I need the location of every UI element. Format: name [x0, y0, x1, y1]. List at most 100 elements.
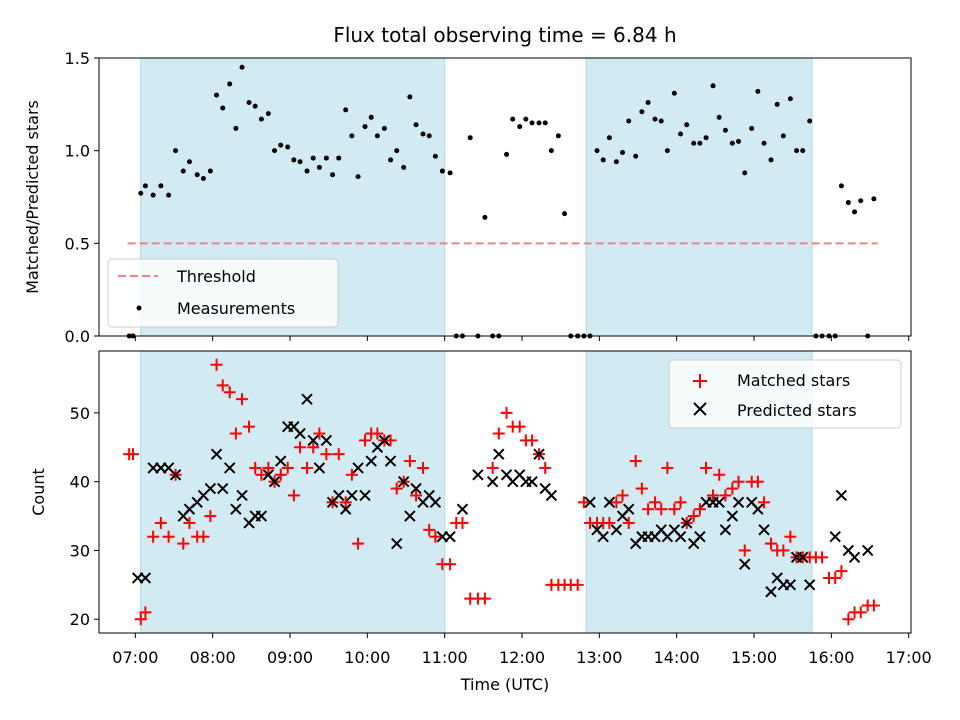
measurement-point [639, 109, 645, 115]
measurement-point [166, 192, 172, 198]
top-panel: 0.0 0.5 1.0 1.5 Flux total observing time =… [23, 23, 912, 346]
predicted-star-point [694, 531, 706, 543]
predicted-star-point [346, 489, 358, 502]
matched-star-point [134, 613, 147, 626]
predicted-star-point [623, 503, 635, 515]
measurement-point [722, 127, 728, 133]
x-tick-label: 14:00 [654, 648, 700, 667]
matched-star-point [384, 434, 397, 447]
predicted-star-point [301, 393, 313, 405]
measurement-point [600, 157, 606, 163]
matched-star-point [223, 386, 236, 399]
matched-star-point [243, 420, 256, 433]
measurement-point [368, 114, 374, 120]
top-y-tick-label: 1.5 [65, 49, 90, 68]
predicted-star-point [526, 475, 538, 488]
bottom-panel-frame [98, 350, 912, 634]
matched-star-point [668, 503, 681, 516]
predicted-star-point [333, 489, 345, 502]
measurement-point [316, 164, 322, 170]
matched-star-point [854, 606, 867, 619]
predicted-star-point [493, 448, 505, 460]
predicted-star-point [719, 524, 732, 536]
predicted-star-point [236, 489, 248, 502]
predicted-star-point [803, 579, 816, 591]
predicted-star-point [223, 462, 236, 474]
measurement-point [749, 125, 755, 131]
x-tick-label: 17:00 [886, 648, 932, 667]
top-y-tick-label: 1.0 [65, 142, 90, 161]
measurement-point [684, 122, 690, 128]
matched-star-point [339, 496, 352, 509]
bottom-panel-y-axis-label: Count [29, 468, 48, 516]
top-panel-legend: Threshold Measurements [107, 258, 339, 328]
matched-star-point [403, 455, 416, 468]
predicted-star-point [713, 496, 725, 509]
measurement-point [214, 92, 220, 98]
predicted-star-point [784, 579, 797, 591]
measurement-point [291, 157, 297, 163]
measurement-point [871, 196, 877, 202]
matched-star-point [693, 503, 706, 516]
measurement-point [755, 88, 761, 94]
matched-star-point [410, 489, 423, 502]
matched-star-point [867, 599, 880, 612]
matched-star-point [738, 544, 751, 557]
top-panel-plot-area [126, 64, 878, 339]
predicted-star-point [472, 469, 484, 481]
bottom-y-tick-label: 50 [70, 404, 90, 423]
measurement-point [606, 135, 612, 141]
predicted-star-point [410, 482, 422, 495]
measurement-point [794, 148, 800, 154]
matched-star-point [229, 427, 242, 440]
measurement-point [678, 131, 684, 137]
measurement-point [420, 131, 426, 137]
predicted-star-point [169, 469, 182, 481]
measurement-point [761, 140, 767, 146]
measurement-point [536, 120, 542, 126]
top-panel-axes: 0.0 0.5 1.0 1.5 [65, 49, 910, 346]
matched-star-point [719, 489, 732, 502]
measurement-point [388, 157, 394, 163]
predicted-star-point [404, 510, 416, 522]
matched-star-point [732, 475, 745, 488]
measurement-point [774, 101, 780, 107]
predicted-star-point [732, 496, 745, 509]
matched-star-point [210, 358, 223, 371]
matched-star-point [456, 516, 469, 529]
measurement-point [838, 183, 844, 189]
predicted-star-point [456, 503, 469, 515]
measurement-point [426, 133, 432, 139]
measurement-point [258, 116, 264, 122]
predicted-star-point [758, 524, 770, 536]
measurement-point [652, 116, 658, 122]
x-tick-label: 08:00 [190, 648, 236, 667]
measurement-point [142, 183, 148, 189]
measurement-point [548, 148, 554, 154]
measurement-point [158, 183, 164, 189]
predicted-star-point [739, 558, 751, 570]
predicted-star-point [681, 517, 693, 529]
predicted-star-point [397, 475, 410, 488]
measurement-point [523, 116, 529, 122]
bottom-y-tick-label: 30 [70, 541, 90, 560]
measurement-point [768, 157, 774, 163]
matched-star-point [216, 379, 229, 392]
measurement-point [381, 125, 387, 131]
measurement-point [807, 118, 813, 124]
legend-matched-label: Matched stars [737, 371, 850, 390]
matched-star-point [255, 468, 268, 481]
matched-star-point [429, 530, 442, 543]
matched-star-point [139, 606, 152, 619]
matched-star-point [359, 434, 372, 447]
measurement-point [374, 133, 380, 139]
x-tick-label: 07:00 [112, 648, 158, 667]
matched-star-point [177, 537, 190, 550]
legend-matched-swatch [693, 374, 707, 388]
measurement-point [278, 142, 284, 148]
measurement-point [482, 214, 488, 220]
measurement-point [626, 118, 632, 124]
measurement-point [729, 140, 735, 146]
predicted-star-point [861, 544, 874, 557]
top-panel-frame [98, 57, 912, 337]
